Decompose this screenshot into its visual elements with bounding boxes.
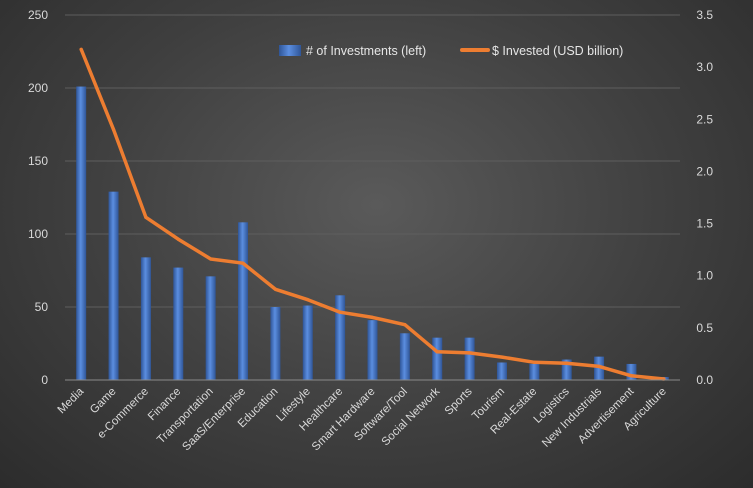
line-point [403, 323, 407, 327]
bar [399, 333, 410, 380]
right-tick-label: 2.5 [696, 112, 713, 126]
right-tick-label: 1.0 [696, 269, 713, 283]
legend-label-line: $ Invested (USD billion) [492, 44, 623, 58]
bar [140, 257, 151, 380]
bar [496, 362, 507, 380]
bar [173, 267, 184, 380]
bar [270, 307, 281, 380]
category-label: Game [88, 386, 119, 417]
line-point [629, 374, 634, 378]
line-point [209, 257, 213, 261]
category-label: Media [56, 385, 87, 416]
right-tick-label: 2.0 [696, 164, 713, 178]
x-axis: Media Gamee-CommerceFinanceTransportation… [56, 379, 680, 453]
left-tick-label: 150 [28, 154, 48, 168]
legend-label-bars: # of Investments (left) [306, 44, 426, 58]
right-axis: 0.0 0.5 1.0 1.5 2.0 2.5 3.0 3.5 [696, 8, 713, 387]
right-tick-label: 0.0 [696, 373, 713, 387]
bar [367, 320, 378, 380]
bar [302, 305, 313, 380]
legend: # of Investments (left) $ Invested (USD … [279, 44, 623, 58]
right-tick-label: 3.5 [696, 8, 713, 22]
line-point [176, 237, 180, 241]
line-point [565, 361, 569, 365]
line-point [273, 287, 277, 291]
line-point [111, 128, 116, 132]
right-tick-label: 0.5 [696, 321, 713, 335]
line-point [144, 215, 148, 219]
bar [205, 276, 216, 380]
line-point [532, 360, 536, 364]
category-label: Transportation [155, 386, 216, 447]
line-point [500, 355, 504, 359]
bar [238, 222, 249, 380]
left-tick-label: 250 [28, 8, 48, 22]
bar [108, 191, 119, 380]
bar [561, 359, 572, 380]
legend-swatch-bars [279, 45, 301, 56]
line-point [338, 310, 342, 314]
line-point [306, 298, 310, 302]
category-label: Advertisement [576, 385, 637, 446]
bar [76, 86, 87, 380]
line-point [597, 364, 601, 369]
line-point [468, 351, 472, 355]
bar-series [76, 86, 669, 380]
bar [529, 363, 540, 380]
left-tick-label: 50 [35, 300, 49, 314]
line-point [435, 350, 439, 354]
line-point [370, 315, 375, 320]
left-tick-label: 0 [41, 373, 48, 387]
left-axis: 0 50 100 150 200 250 [28, 8, 48, 387]
category-label: New Industrials [540, 385, 604, 449]
line-series [79, 47, 666, 381]
left-tick-label: 100 [28, 227, 48, 241]
line-point [241, 261, 245, 265]
right-tick-label: 3.0 [696, 60, 713, 74]
bar [432, 337, 443, 380]
line-point [79, 47, 83, 52]
left-tick-label: 200 [28, 81, 48, 95]
bar [464, 337, 475, 380]
bar [335, 295, 346, 380]
right-tick-label: 1.5 [696, 217, 713, 231]
category-label: Social Network [380, 385, 443, 448]
bar [594, 356, 605, 380]
bar [626, 363, 637, 380]
